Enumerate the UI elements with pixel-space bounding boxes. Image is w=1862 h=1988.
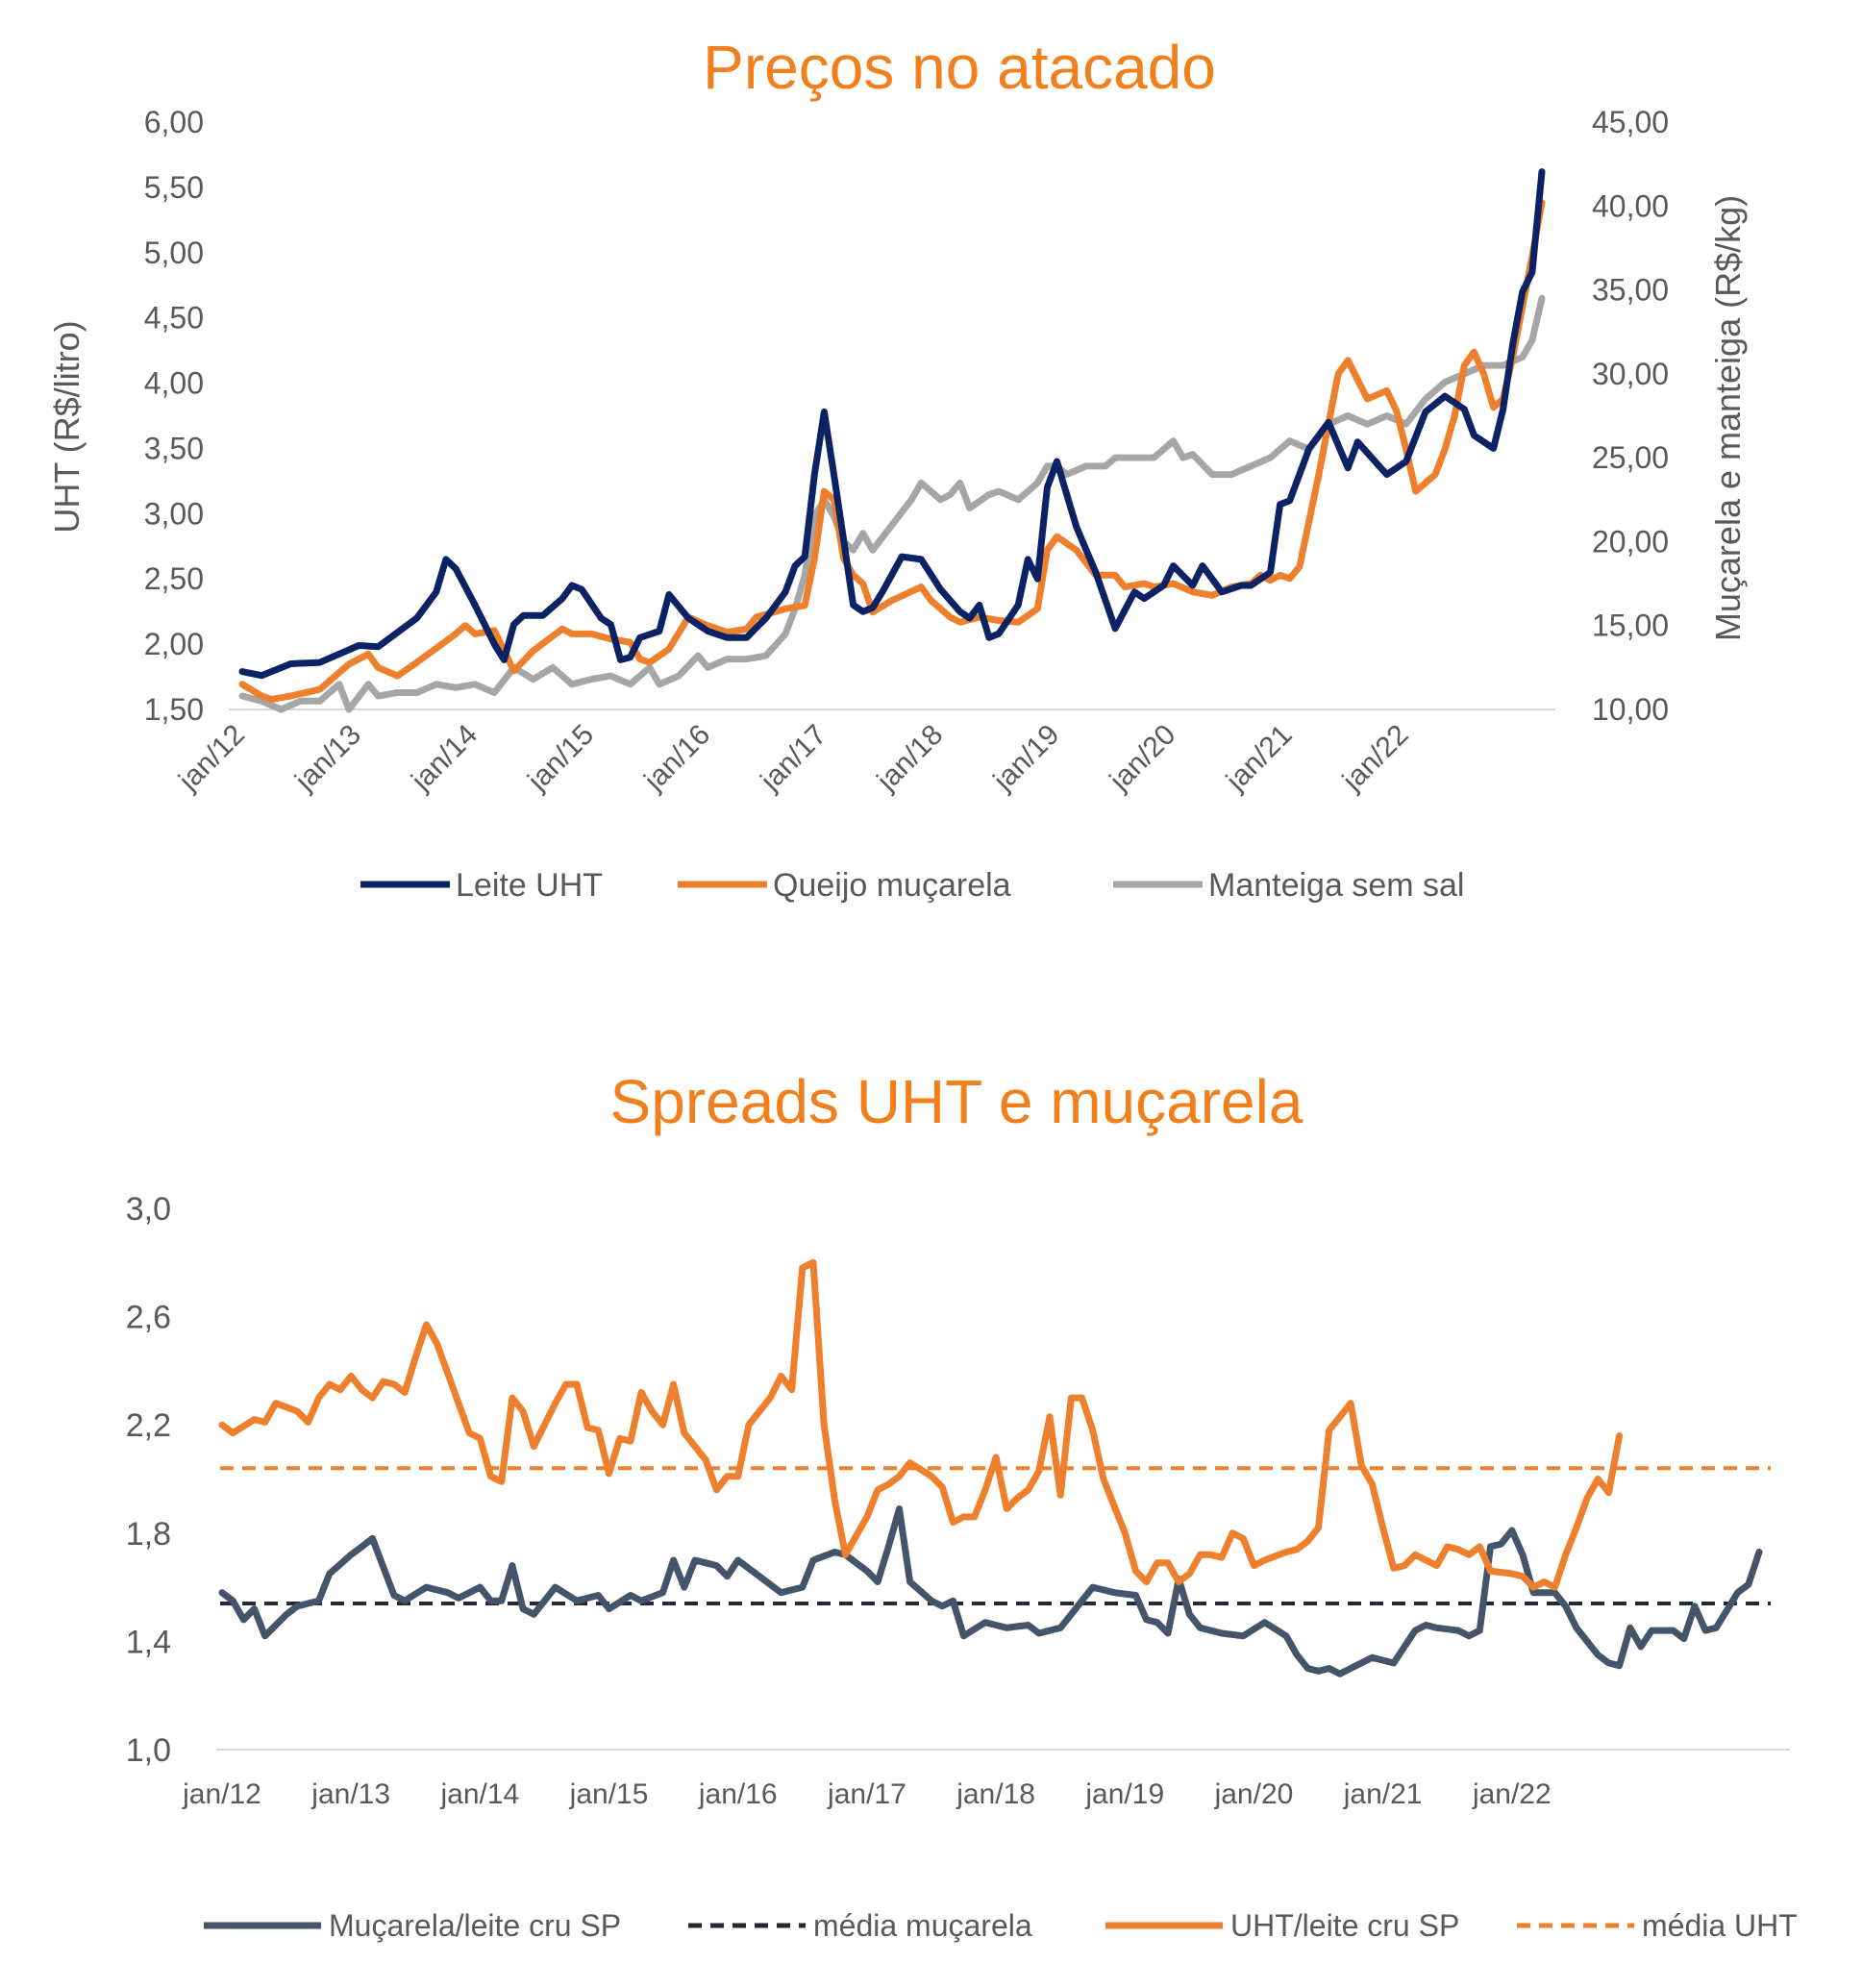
y-tick-label: 6,00 bbox=[144, 105, 204, 139]
x-tick-label: jan/17 bbox=[754, 719, 832, 798]
x-axis-ticks: jan/12 jan/13 jan/14 jan/15 jan/16 jan/17 jan/… bbox=[172, 719, 1415, 798]
y-tick-label: 2,2 bbox=[126, 1407, 171, 1444]
chart-title: Spreads UHT e muçarela bbox=[610, 1067, 1303, 1136]
x-tick-label: jan/18 bbox=[956, 1778, 1035, 1810]
y2-tick-label: 20,00 bbox=[1592, 524, 1669, 559]
y-tick-label: 2,50 bbox=[144, 561, 204, 596]
series-line-uht-leite-cru-sp bbox=[218, 1258, 1624, 1591]
chart-precos-atacado: Preços no atacado 6,00 5,50 5,00 4,50 4,00 3,… bbox=[47, 33, 1748, 904]
x-tick-label: jan/19 bbox=[1084, 1778, 1164, 1810]
y-tick-label: 1,50 bbox=[144, 692, 204, 727]
x-tick-label: jan/16 bbox=[637, 719, 716, 798]
y-tick-label: 1,0 bbox=[126, 1732, 171, 1769]
y-tick-label: 5,50 bbox=[144, 170, 204, 205]
legend-label-leite-uht: Leite UHT bbox=[456, 867, 603, 904]
x-tick-label: jan/15 bbox=[521, 719, 600, 798]
y-axis-left-label: UHT (R$/litro) bbox=[47, 320, 87, 533]
legend-item-manteiga-sem-sal: Manteiga sem sal bbox=[1113, 867, 1464, 904]
x-tick-label: jan/22 bbox=[1336, 719, 1415, 798]
y-axis-right-label: Muçarela e manteiga (R$/kg) bbox=[1708, 195, 1748, 641]
y2-tick-label: 30,00 bbox=[1592, 357, 1669, 391]
y-axis-right-ticks: 45,00 40,00 35,00 30,00 25,00 20,00 15,00 10,00 bbox=[1592, 105, 1669, 727]
x-tick-label: jan/20 bbox=[1104, 719, 1182, 798]
y-tick-label: 1,4 bbox=[126, 1624, 171, 1660]
y-tick-label: 4,50 bbox=[144, 301, 204, 335]
x-tick-label: jan/16 bbox=[698, 1778, 778, 1810]
legend-label-queijo-mucarela: Queijo muçarela bbox=[773, 867, 1011, 904]
legend: Leite UHT Queijo muçarela Manteiga sem s… bbox=[360, 867, 1464, 904]
series-line-leite-uht bbox=[238, 168, 1546, 680]
y-axis-left-ticks: 6,00 5,50 5,00 4,50 4,00 3,50 3,00 2,50 2,00 1,50 bbox=[144, 105, 204, 727]
legend-label-uht-leite-cru: UHT/leite cru SP bbox=[1230, 1908, 1459, 1943]
legend-label-media-uht: média UHT bbox=[1642, 1908, 1798, 1943]
y-tick-label: 3,00 bbox=[144, 496, 204, 531]
y2-tick-label: 15,00 bbox=[1592, 609, 1669, 643]
y-axis-ticks: 3,0 2,6 2,2 1,8 1,4 1,0 bbox=[126, 1191, 171, 1769]
y-tick-label: 2,00 bbox=[144, 627, 204, 661]
x-tick-label: jan/20 bbox=[1214, 1778, 1294, 1810]
legend-label-mucarela-leite-cru: Muçarela/leite cru SP bbox=[329, 1908, 621, 1943]
y-tick-label: 3,50 bbox=[144, 431, 204, 465]
x-tick-label: jan/13 bbox=[288, 719, 367, 798]
plot-area bbox=[218, 1258, 1771, 1677]
x-tick-label: jan/21 bbox=[1220, 719, 1299, 798]
legend-item-media-mucarela: média muçarela bbox=[688, 1908, 1032, 1943]
legend-item-leite-uht: Leite UHT bbox=[360, 867, 603, 904]
x-axis-ticks: jan/12 jan/13 jan/14 jan/15 jan/16 jan/17 jan/… bbox=[182, 1778, 1552, 1810]
x-tick-label: jan/13 bbox=[310, 1778, 390, 1810]
chart-spreads: Spreads UHT e muçarela 3,0 2,6 2,2 1,8 1,4 1,… bbox=[126, 1067, 1798, 1943]
x-tick-label: jan/12 bbox=[182, 1778, 261, 1810]
x-tick-label: jan/21 bbox=[1343, 1778, 1423, 1810]
x-tick-label: jan/15 bbox=[569, 1778, 649, 1810]
y2-tick-label: 10,00 bbox=[1592, 692, 1669, 727]
y-tick-label: 4,00 bbox=[144, 366, 204, 401]
x-tick-label: jan/14 bbox=[405, 719, 484, 798]
series-line-mucarela-leite-cru-sp bbox=[218, 1505, 1763, 1677]
legend-label-media-mucarela: média muçarela bbox=[813, 1908, 1032, 1943]
legend-item-uht-leite-cru: UHT/leite cru SP bbox=[1105, 1908, 1459, 1943]
legend-label-manteiga-sem-sal: Manteiga sem sal bbox=[1208, 867, 1464, 904]
legend: Muçarela/leite cru SP média muçarela UHT… bbox=[204, 1908, 1798, 1943]
legend-item-media-uht: média UHT bbox=[1517, 1908, 1798, 1943]
x-tick-label: jan/22 bbox=[1472, 1778, 1552, 1810]
plot-area bbox=[238, 168, 1546, 713]
y2-tick-label: 25,00 bbox=[1592, 440, 1669, 475]
x-tick-label: jan/17 bbox=[827, 1778, 906, 1810]
legend-item-queijo-mucarela: Queijo muçarela bbox=[678, 867, 1011, 904]
x-tick-label: jan/12 bbox=[172, 719, 251, 798]
chart-title: Preços no atacado bbox=[703, 33, 1216, 102]
series-line-queijo-mucarela bbox=[238, 199, 1546, 703]
y-tick-label: 2,6 bbox=[126, 1300, 171, 1336]
y2-tick-label: 40,00 bbox=[1592, 188, 1669, 223]
y-tick-label: 1,8 bbox=[126, 1516, 171, 1553]
y-tick-label: 5,00 bbox=[144, 236, 204, 270]
x-tick-label: jan/18 bbox=[871, 719, 950, 798]
legend-item-mucarela-leite-cru: Muçarela/leite cru SP bbox=[204, 1908, 621, 1943]
x-tick-label: jan/19 bbox=[987, 719, 1066, 798]
y2-tick-label: 35,00 bbox=[1592, 273, 1669, 308]
x-tick-label: jan/14 bbox=[439, 1778, 519, 1810]
y-tick-label: 3,0 bbox=[126, 1191, 171, 1228]
y2-tick-label: 45,00 bbox=[1592, 105, 1669, 139]
